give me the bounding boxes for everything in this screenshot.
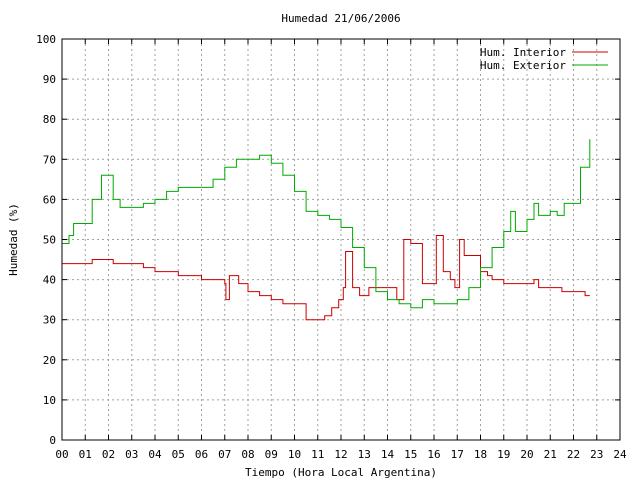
chart-title: Humedad 21/06/2006 — [281, 12, 400, 25]
x-tick-label: 24 — [613, 448, 627, 461]
x-tick-label: 13 — [358, 448, 371, 461]
x-tick-label: 20 — [520, 448, 533, 461]
y-tick-label: 80 — [43, 113, 56, 126]
x-tick-label: 19 — [497, 448, 510, 461]
x-tick-label: 03 — [125, 448, 138, 461]
x-tick-label: 06 — [195, 448, 208, 461]
series-layer — [62, 139, 591, 321]
x-tick-label: 15 — [404, 448, 417, 461]
x-tick-label: 01 — [79, 448, 92, 461]
series-line-exterior — [62, 139, 591, 309]
x-tick-label: 08 — [241, 448, 254, 461]
x-tick-label: 22 — [567, 448, 580, 461]
legend-label: Hum. Exterior — [480, 59, 566, 72]
y-tick-label: 60 — [43, 193, 56, 206]
legend-label: Hum. Interior — [480, 46, 566, 59]
x-tick-label: 05 — [172, 448, 185, 461]
x-tick-label: 00 — [55, 448, 68, 461]
x-axis-label: Tiempo (Hora Local Argentina) — [245, 466, 437, 479]
y-tick-label: 70 — [43, 153, 56, 166]
y-tick-label: 0 — [49, 434, 56, 447]
y-tick-label: 50 — [43, 234, 56, 247]
y-tick-label: 10 — [43, 394, 56, 407]
x-tick-label: 12 — [334, 448, 347, 461]
ticks: 00 01 02 03 04 05 06 07 08 09 10 11 12 13 14 15 16 17 18 19… — [36, 33, 627, 461]
x-tick-label: 07 — [218, 448, 231, 461]
x-tick-label: 09 — [265, 448, 278, 461]
y-axis-label: Humedad (%) — [7, 203, 20, 276]
y-tick-label: 90 — [43, 73, 56, 86]
series-line-interior — [62, 235, 590, 321]
x-tick-label: 11 — [311, 448, 324, 461]
x-tick-label: 17 — [451, 448, 464, 461]
y-tick-label: 40 — [43, 274, 56, 287]
x-tick-label: 21 — [544, 448, 557, 461]
x-tick-label: 14 — [381, 448, 395, 461]
x-tick-label: 16 — [427, 448, 440, 461]
x-tick-label: 18 — [474, 448, 487, 461]
y-tick-label: 100 — [36, 33, 56, 46]
y-tick-label: 20 — [43, 354, 56, 367]
x-tick-label: 04 — [148, 448, 162, 461]
y-tick-label: 30 — [43, 314, 56, 327]
x-tick-label: 23 — [590, 448, 603, 461]
x-tick-label: 10 — [288, 448, 301, 461]
x-tick-label: 02 — [102, 448, 115, 461]
